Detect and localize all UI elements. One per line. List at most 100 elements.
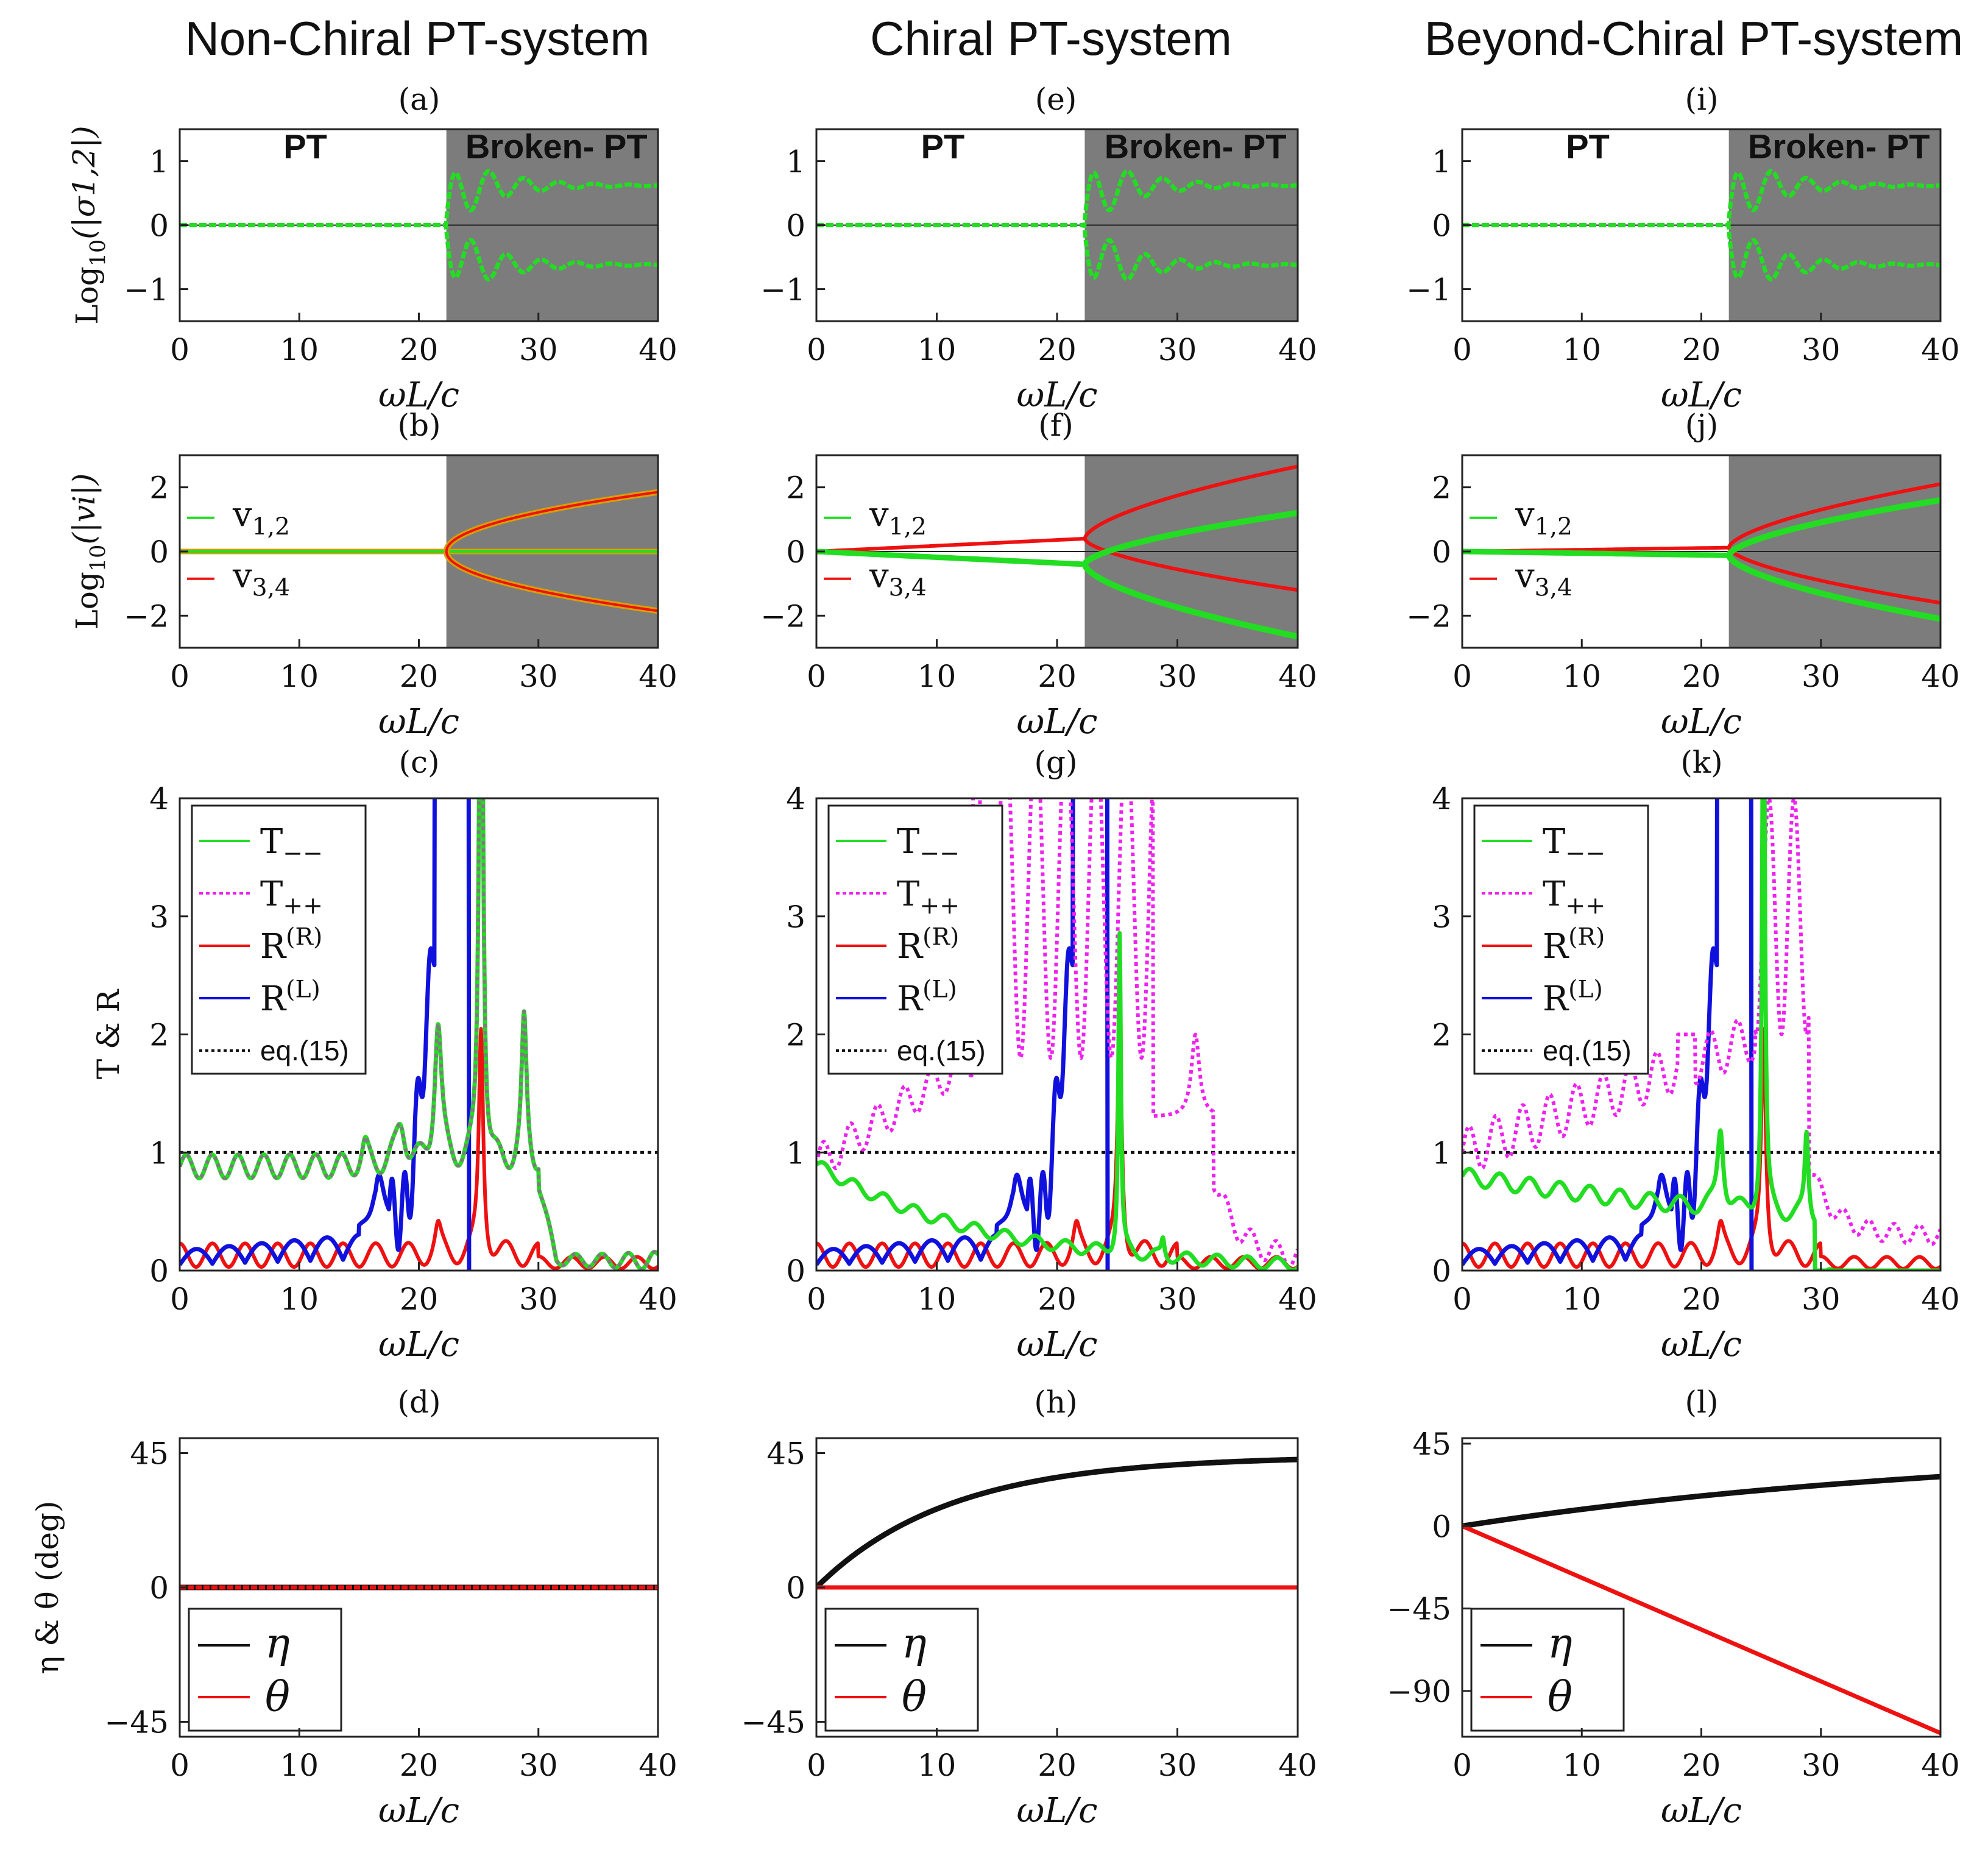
legend-label-rr-g-sub: (R)	[922, 923, 959, 951]
broken-pt-region-label-e: Broken- PT	[1105, 127, 1287, 165]
legend-label-eta-h: η	[902, 1620, 927, 1668]
x-tick-label-e-30: 30	[1158, 332, 1197, 367]
panel-l: ηθ 0 10 20 30 40 −90 −45 0 45 ωL/c	[1387, 1427, 1959, 1831]
x-tick-label-i-20: 20	[1682, 332, 1721, 367]
v34-branch-up-overlay-j	[1728, 483, 1940, 548]
legend-label-tmm-k: T−−	[1543, 822, 1605, 868]
theta-line-l	[1462, 1524, 1940, 1736]
x-tick-label-f-10: 10	[918, 659, 957, 694]
legend-label-v34-b-base: v	[232, 556, 252, 596]
plot-area-l	[1462, 1473, 1940, 1736]
tpp-line-g	[816, 798, 1298, 1269]
plot-area-a	[180, 129, 658, 321]
x-tick-label-l-40: 40	[1921, 1748, 1960, 1783]
panel-label-d: (d)	[397, 1385, 440, 1420]
x-tick-label-g-40: 40	[1278, 1282, 1317, 1317]
y-tick-label-k-0: 0	[1432, 1253, 1451, 1289]
legend-label-rl-c-base: R	[260, 979, 287, 1019]
v12-helper-j	[1728, 555, 1940, 619]
broken-pt-region-label-a: Broken- PT	[465, 127, 648, 165]
legend-label-v34-b: v3,4	[232, 556, 290, 602]
x-tick-label-c-0: 0	[170, 1282, 189, 1317]
legend-label-tmm-g: T−−	[897, 822, 960, 868]
plot-grid: Non-Chiral PT-system Chiral PT-system Beyo…	[30, 12, 1963, 1831]
x-axis-label-j: ωL/c	[1661, 702, 1742, 742]
x-tick-label-i-40: 40	[1921, 332, 1960, 367]
y-axis-label-a: Log10(|σ1,2|)	[66, 126, 111, 324]
plot-area-g	[816, 798, 1298, 1271]
legend-label-rl-k-sub: (L)	[1568, 976, 1603, 1003]
legend-label-tmm-c-sub: −−	[283, 840, 323, 868]
legend-label-tpp-g-base: T	[897, 874, 919, 914]
x-tick-label-h-40: 40	[1278, 1748, 1317, 1783]
x-axis-label-k: ωL/c	[1661, 1325, 1742, 1364]
x-tick-label-a-0: 0	[170, 332, 189, 367]
x-tick-label-d-40: 40	[638, 1748, 677, 1783]
panel-label-h: (h)	[1034, 1385, 1077, 1420]
y-tick-label-a-0: 0	[149, 208, 169, 244]
x-tick-label-c-20: 20	[400, 1282, 439, 1317]
x-axis-label-d: ωL/c	[378, 1791, 459, 1831]
legend-label-v34-f: v3,4	[869, 556, 927, 602]
x-tick-label-f-40: 40	[1278, 659, 1317, 694]
rr-line-c	[180, 1027, 658, 1271]
x-tick-label-k-20: 20	[1682, 1282, 1721, 1317]
column-title-1: Chiral PT-system	[870, 12, 1232, 65]
legend-label-tpp-g: T++	[897, 874, 960, 920]
legend-label-tpp-k-sub: ++	[1565, 893, 1605, 920]
legend-label-v34-b-sub: 3,4	[252, 574, 290, 601]
y-tick-label-b-0: 0	[149, 534, 169, 570]
y-tick-label-l--90: −90	[1387, 1674, 1451, 1709]
y-tick-label-d-0: 0	[149, 1570, 169, 1606]
legend-label-v34-j: v3,4	[1515, 556, 1572, 602]
y-tick-label-e--1: −1	[760, 272, 805, 308]
x-tick-label-c-40: 40	[638, 1282, 677, 1317]
column-title-0: Non-Chiral PT-system	[185, 12, 650, 65]
legend-label-tpp-k-base: T	[1543, 874, 1565, 914]
sigma-lower-line-i	[1462, 223, 1940, 282]
x-tick-label-l-30: 30	[1802, 1748, 1841, 1783]
plot-area-j	[1462, 455, 1940, 648]
legend-label-rl-g-base: R	[897, 979, 924, 1019]
y-tick-label-c-3: 3	[149, 899, 169, 935]
x-tick-label-g-20: 20	[1038, 1282, 1077, 1317]
tmm-line-k	[1462, 798, 1940, 1271]
legend-box-d	[188, 1608, 342, 1732]
plot-area-e	[816, 129, 1298, 321]
legend-label-rr-k: R(R)	[1543, 923, 1605, 966]
x-tick-label-a-10: 10	[280, 332, 319, 367]
y-tick-label-g-4: 4	[786, 781, 805, 817]
y-tick-label-d--45: −45	[104, 1705, 169, 1740]
y-tick-label-f-0: 0	[786, 534, 805, 570]
x-tick-label-d-10: 10	[280, 1748, 319, 1783]
y-tick-label-k-2: 2	[1432, 1018, 1451, 1053]
column-title-2: Beyond-Chiral PT-system	[1424, 12, 1963, 65]
legend-label-tmm-g-base: T	[897, 822, 919, 862]
panel-c: T−−T++R(R)R(L)eq.(15)0 10 20 30 4001234ωL/cT…	[91, 781, 677, 1364]
x-tick-label-i-30: 30	[1802, 332, 1841, 367]
legend-label-tmm-c-base: T	[260, 822, 283, 862]
x-tick-label-g-10: 10	[918, 1282, 957, 1317]
v34-branch-up-b	[445, 491, 658, 552]
y-axis-label-c: T & R	[91, 989, 126, 1080]
x-tick-label-e-20: 20	[1038, 332, 1077, 367]
legend-label-rl-k: R(L)	[1543, 976, 1603, 1019]
legend-box-h	[824, 1608, 979, 1732]
legend-label-v34-j-sub: 3,4	[1535, 574, 1572, 601]
x-tick-label-k-10: 10	[1562, 1282, 1601, 1317]
panel-label-k: (k)	[1680, 745, 1722, 780]
legend-label-tmm-k-sub: −−	[1565, 840, 1605, 868]
x-tick-label-l-20: 20	[1682, 1748, 1721, 1783]
x-tick-label-f-20: 20	[1038, 659, 1077, 694]
y-tick-label-l--45: −45	[1387, 1592, 1451, 1627]
ylabel-a-part3: (|σ1,2|)	[66, 126, 102, 239]
x-tick-label-h-30: 30	[1158, 1748, 1197, 1783]
legend-label-tpp-g-sub: ++	[919, 893, 960, 920]
pt-region-label-i: PT	[1566, 127, 1610, 165]
x-tick-label-e-40: 40	[1278, 332, 1317, 367]
x-tick-label-i-10: 10	[1562, 332, 1601, 367]
v34-branch-down-b	[445, 551, 658, 612]
